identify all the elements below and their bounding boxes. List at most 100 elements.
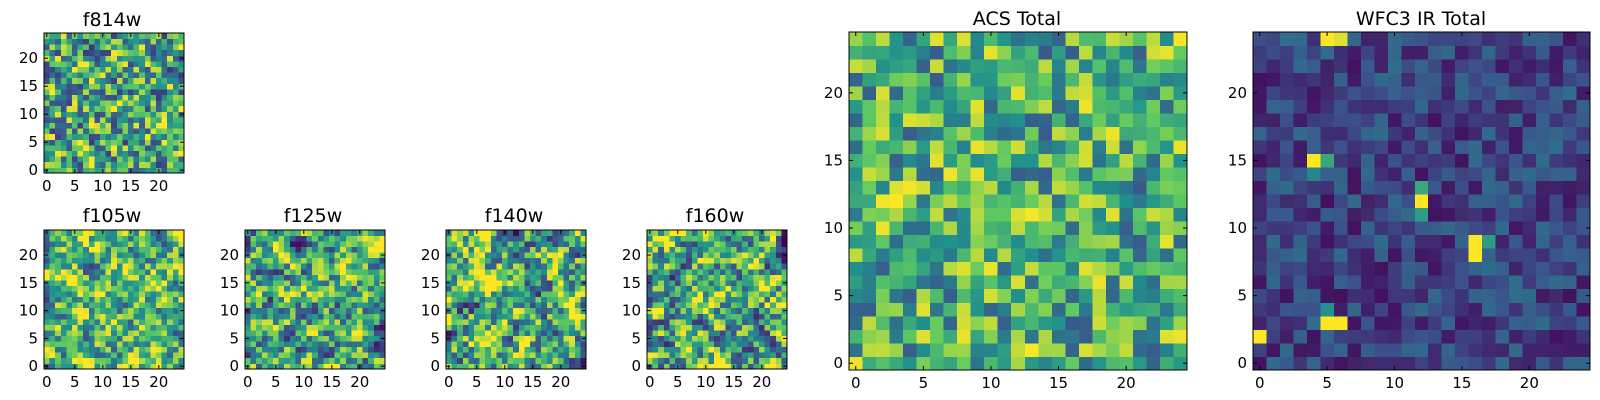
heatmap-cell (167, 291, 174, 298)
heatmap-cell (652, 296, 659, 303)
heatmap-cell (172, 49, 179, 56)
heatmap-cell (289, 313, 296, 320)
heatmap-cell (83, 77, 90, 84)
heatmap-cell (1482, 234, 1496, 249)
heatmap-cell (658, 268, 665, 275)
heatmap-cell (569, 357, 576, 364)
heatmap-cell (49, 363, 56, 370)
heatmap-cell (1306, 221, 1321, 236)
heatmap-cell (1011, 45, 1026, 60)
heatmap-cell (122, 363, 129, 370)
heatmap-cell (55, 150, 62, 157)
heatmap-cell (1482, 221, 1496, 236)
heatmap-cell (66, 156, 73, 163)
heatmap-cell (474, 280, 480, 286)
heatmap-cell (451, 335, 458, 342)
heatmap-cell (524, 268, 531, 275)
heatmap-cell (569, 241, 576, 248)
heatmap-cell (77, 61, 84, 67)
heatmap-cell (675, 246, 681, 253)
heatmap-cell (60, 44, 67, 51)
heatmap-cell (133, 291, 140, 298)
heatmap-cell (957, 180, 972, 195)
heatmap-cell (1468, 329, 1483, 344)
heatmap-cell (970, 45, 985, 60)
heatmap-cell (111, 89, 118, 95)
heatmap-cell (708, 274, 715, 281)
heatmap-cell (708, 307, 715, 314)
heatmap-cell (334, 341, 341, 348)
heatmap-cell (747, 335, 754, 342)
heatmap-cell (111, 352, 118, 359)
heatmap-cell (312, 230, 319, 236)
heatmap-cell (957, 86, 972, 100)
heatmap-cell (747, 291, 754, 298)
heatmap-cell (876, 99, 890, 114)
heatmap-cell (261, 280, 268, 286)
heatmap-cell (250, 296, 257, 303)
heatmap-cell (172, 291, 179, 298)
heatmap-cell (379, 324, 386, 331)
heatmap-cell (150, 161, 157, 168)
heatmap-cell (513, 252, 520, 259)
heatmap-cell (156, 285, 162, 292)
heatmap-cell (245, 313, 251, 320)
heatmap-cell (1468, 59, 1483, 73)
heatmap-cell (1159, 288, 1174, 303)
heatmap-cell (178, 257, 185, 264)
heatmap-cell (680, 352, 687, 359)
heatmap-cell (1401, 72, 1416, 87)
heatmap-cell (100, 89, 106, 95)
heatmap-cell (105, 167, 112, 174)
heatmap-cell (66, 139, 73, 146)
heatmap-cell (55, 100, 62, 107)
heatmap-cell (306, 330, 313, 336)
heatmap-cell (295, 263, 302, 270)
heatmap-cell (156, 280, 162, 286)
heatmap-cell (1159, 140, 1174, 155)
heatmap-cell (172, 167, 179, 174)
heatmap-cell (161, 111, 168, 118)
heatmap-cell (1038, 194, 1053, 209)
heatmap-cell (1401, 315, 1416, 330)
heatmap-cell (714, 363, 721, 370)
heatmap-cell (1536, 167, 1550, 182)
heatmap-cell (66, 263, 73, 270)
heatmap-cell (663, 252, 670, 259)
heatmap-cell (139, 105, 146, 112)
heatmap-cell (284, 324, 291, 331)
heatmap-cell (60, 77, 67, 84)
heatmap-cell (150, 302, 157, 309)
heatmap-cell (781, 230, 788, 236)
heatmap-cell (116, 122, 123, 129)
heatmap-cell (658, 318, 665, 325)
heatmap-cell (1051, 140, 1066, 155)
heatmap-cell (1132, 167, 1147, 182)
heatmap-cell (306, 302, 313, 309)
heatmap-cell (541, 285, 548, 292)
heatmap-cell (273, 357, 279, 364)
heatmap-cell (156, 252, 162, 259)
heatmap-cell (451, 302, 458, 309)
x-tick-label: 15 (121, 373, 140, 391)
heatmap-cell (1333, 99, 1348, 114)
plot-frame (43, 32, 185, 174)
heatmap-cell (680, 241, 687, 248)
heatmap-cell (742, 330, 749, 336)
heatmap-cell (362, 257, 369, 264)
heatmap-cell (714, 307, 721, 314)
heatmap-cell (518, 307, 525, 314)
heatmap-cell (1468, 113, 1483, 127)
heatmap-cell (764, 313, 771, 320)
heatmap-cells (647, 230, 788, 370)
heatmap-cell (1253, 221, 1267, 236)
heatmap-cell (178, 285, 185, 292)
heatmap-cell (1347, 32, 1362, 46)
heatmap-cell (1173, 86, 1188, 100)
heatmap-cell (122, 263, 129, 270)
heatmap-cell (916, 248, 931, 263)
heatmap-cell (83, 268, 90, 275)
heatmap-cell (889, 221, 904, 236)
heatmap-cell (680, 363, 687, 370)
heatmap-cell (44, 61, 50, 67)
